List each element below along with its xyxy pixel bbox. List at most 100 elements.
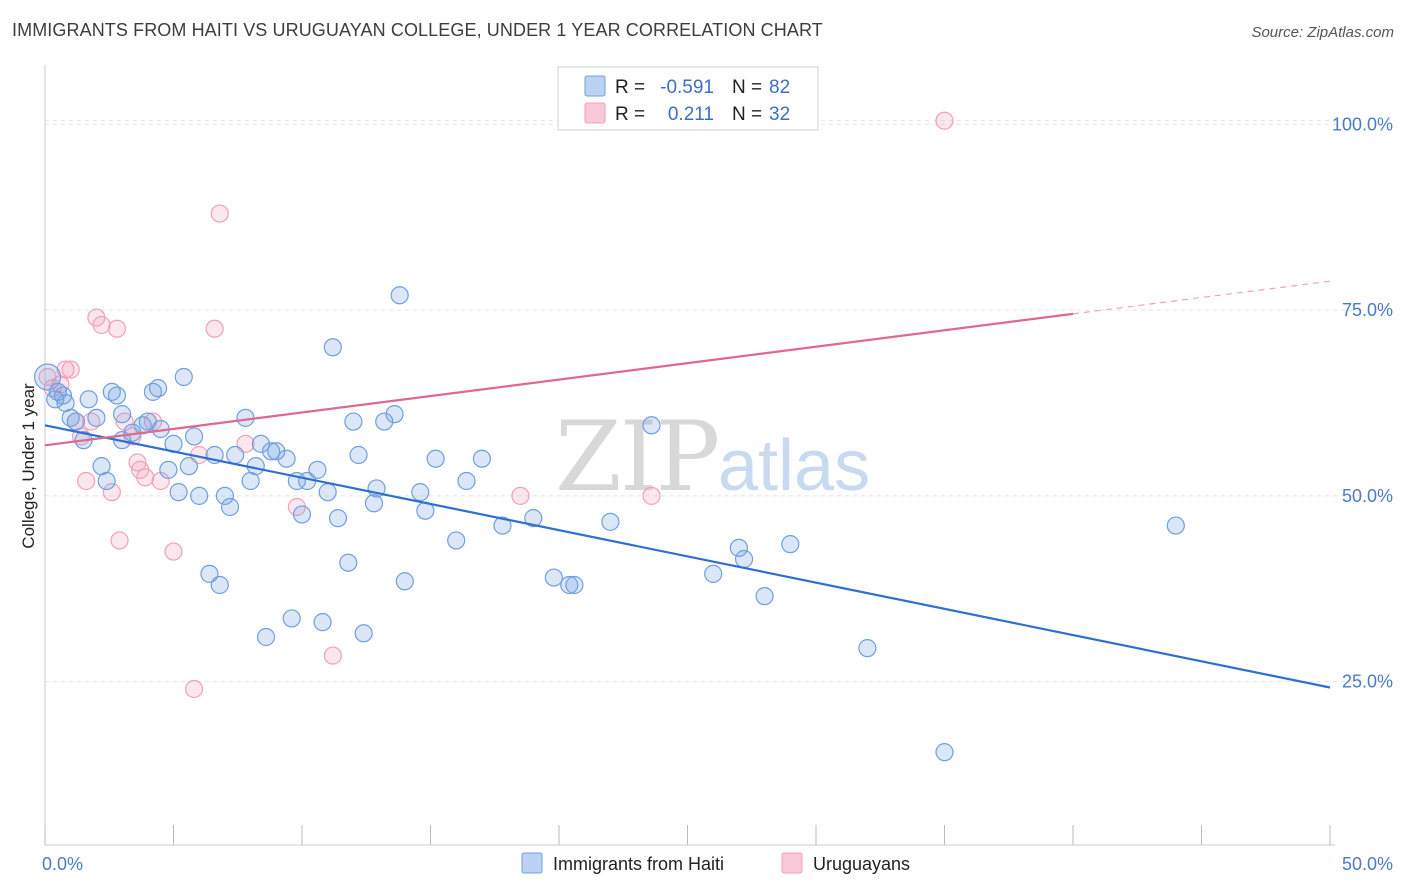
haiti-point-49 (318, 483, 337, 502)
haiti-point-50 (323, 338, 342, 357)
uruguayans-point-26 (236, 434, 255, 453)
haiti-point-68 (493, 516, 512, 535)
haiti-point-54 (349, 445, 368, 465)
uruguayans-point-4 (61, 360, 80, 379)
haiti-point-20 (148, 379, 168, 398)
uruguayans-point-10 (92, 315, 111, 335)
series-legend-label-uruguayans: Uruguayans (813, 854, 910, 874)
legend-n-label-uruguayans: N = (732, 104, 762, 125)
uruguayans-point-21 (164, 542, 183, 561)
y-tick-labels: 25.0% 50.0% 75.0% 100.0% (1332, 114, 1393, 691)
uruguayans-points (38, 111, 954, 699)
legend-r-label-haiti: R = (615, 77, 645, 98)
haiti-point-3 (53, 386, 73, 405)
trend-lines (44, 280, 1331, 689)
uruguayans-point-12 (107, 319, 127, 338)
haiti-points (33, 286, 1185, 762)
haiti-point-75 (704, 564, 723, 583)
x-tick-labels: 0.0% 50.0% (42, 854, 1393, 874)
x-tick-label-1: 50.0% (1342, 854, 1393, 874)
haiti-point-27 (184, 427, 204, 446)
series-legend-label-haiti: Immigrants from Haiti (553, 854, 724, 874)
haiti-point-53 (344, 412, 363, 431)
watermark-zip: ZIP (555, 401, 718, 513)
haiti-point-6 (66, 412, 85, 431)
haiti-point-72 (565, 575, 584, 595)
y-tick-label-3: 100.0% (1332, 114, 1393, 134)
haiti-point-65 (447, 531, 466, 550)
haiti-point-42 (277, 449, 296, 468)
haiti-point-61 (395, 572, 414, 591)
haiti-point-51 (328, 509, 348, 528)
haiti-point-43 (282, 609, 301, 628)
haiti-point-26 (179, 457, 199, 476)
haiti-point-11 (97, 471, 116, 491)
haiti-point-71 (560, 575, 579, 595)
legend-r-value-uruguayans: 0.211 (668, 104, 714, 125)
uruguayans-point-22 (184, 679, 204, 699)
haiti-point-73 (601, 512, 620, 531)
haiti-point-38 (251, 434, 270, 453)
haiti-point-60 (390, 286, 409, 305)
haiti-point-77 (734, 549, 754, 569)
haiti-point-64 (426, 449, 445, 468)
uruguayans-point-30 (642, 486, 661, 505)
uruguayans-point-29 (511, 486, 530, 505)
series-legend: Immigrants from Haiti Uruguayans (521, 852, 910, 874)
haiti-point-31 (210, 575, 229, 595)
haiti-point-70 (544, 568, 563, 587)
source-label: Source: ZipAtlas.com (1251, 24, 1394, 41)
haiti-point-34 (226, 445, 245, 465)
haiti-point-28 (190, 486, 209, 505)
haiti-point-25 (174, 367, 193, 387)
haiti-point-40 (262, 442, 281, 461)
watermark: ZIP atlas (555, 401, 870, 513)
watermark-atlas: atlas (718, 426, 870, 506)
haiti-point-67 (472, 449, 491, 468)
haiti-point-66 (457, 471, 476, 491)
haiti-point-81 (935, 743, 954, 762)
legend-n-value-uruguayans: 32 (769, 104, 790, 125)
uruguayans-trend-line (44, 312, 1074, 447)
haiti-point-29 (200, 564, 219, 583)
haiti-point-76 (729, 538, 749, 557)
legend-r-label-uruguayans: R = (615, 104, 645, 125)
haiti-point-59 (385, 405, 404, 424)
haiti-point-0 (33, 363, 62, 391)
uruguayans-point-25 (210, 204, 229, 223)
haiti-point-8 (79, 390, 98, 409)
haiti-point-41 (267, 442, 286, 461)
chart-title: IMMIGRANTS FROM HAITI VS URUGUAYAN COLLE… (12, 20, 823, 40)
uruguayans-point-16 (128, 453, 147, 472)
y-axis-label: College, Under 1 year (19, 383, 38, 549)
uruguayans-point-28 (323, 646, 342, 665)
series-legend-swatch-uruguayans (781, 852, 803, 874)
haiti-point-39 (256, 627, 276, 647)
haiti-point-45 (292, 505, 312, 524)
haiti-point-62 (411, 483, 430, 502)
legend-r-value-haiti: -0.591 (660, 77, 714, 98)
haiti-point-15 (112, 405, 132, 424)
haiti-trend-line (44, 424, 1331, 689)
uruguayans-point-13 (110, 531, 129, 550)
uruguayans-point-7 (77, 471, 96, 491)
y-tick-label-0: 25.0% (1342, 672, 1393, 692)
y-tick-label-1: 50.0% (1342, 486, 1393, 506)
uruguayans-trend-extension (1072, 280, 1331, 315)
haiti-point-22 (159, 460, 178, 479)
uruguayans-point-3 (56, 360, 75, 379)
uruguayans-point-31 (935, 111, 954, 130)
haiti-point-32 (215, 486, 234, 505)
haiti-point-52 (339, 553, 358, 572)
haiti-point-47 (308, 460, 327, 479)
y-tick-label-2: 75.0% (1342, 300, 1393, 320)
haiti-point-78 (755, 587, 774, 606)
uruguayans-point-24 (205, 319, 224, 338)
axes (44, 65, 1335, 846)
stats-legend: R = -0.591 N = 82 R = 0.211 N = 32 (557, 66, 819, 131)
haiti-point-48 (313, 613, 332, 632)
legend-n-label-haiti: N = (732, 77, 762, 98)
haiti-point-82 (1166, 516, 1185, 535)
legend-swatch-uruguayans (584, 102, 606, 124)
